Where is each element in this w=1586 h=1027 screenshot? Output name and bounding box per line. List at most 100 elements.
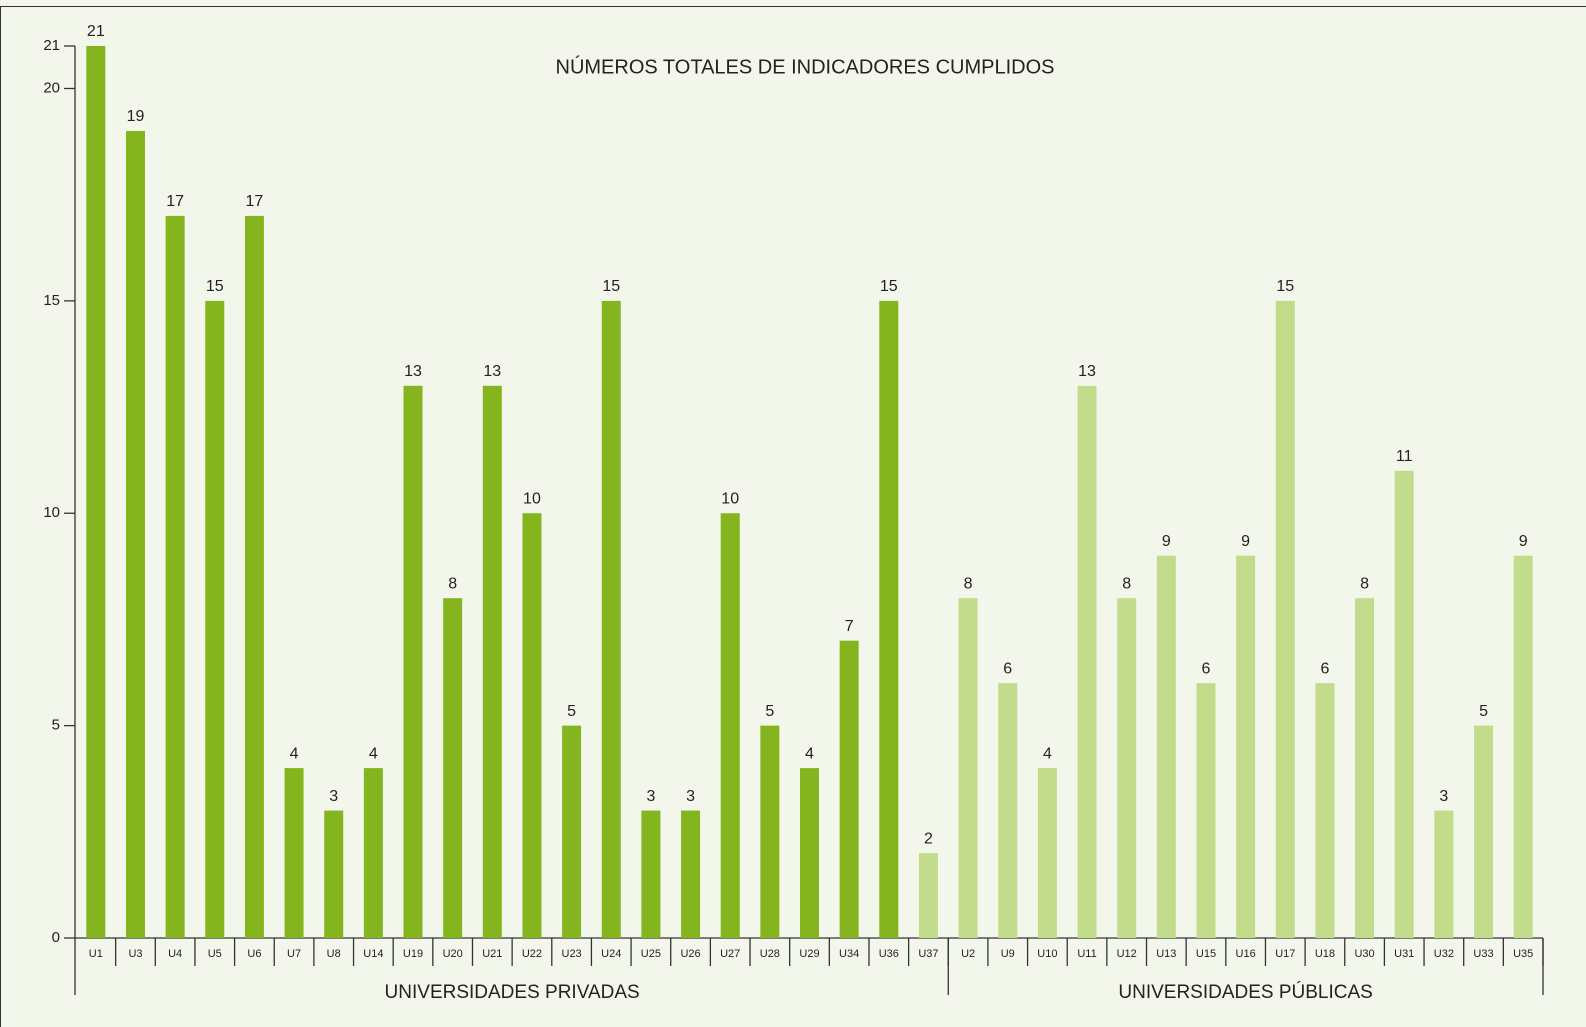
- x-tick-label: U26: [680, 948, 700, 960]
- x-tick-label: U35: [1513, 948, 1533, 960]
- x-tick-label: U30: [1354, 948, 1374, 960]
- value-label: 9: [1519, 533, 1528, 550]
- value-label: 2: [924, 830, 933, 847]
- frame: [0, 6, 1586, 1027]
- value-label: 3: [329, 788, 338, 805]
- x-tick-label: U6: [247, 948, 261, 960]
- value-label: 5: [1479, 703, 1488, 720]
- bar: [562, 725, 582, 938]
- x-tick-label: U19: [403, 948, 423, 960]
- value-label: 4: [369, 745, 378, 762]
- value-label: 4: [1043, 745, 1052, 762]
- bar: [1474, 725, 1494, 938]
- x-tick-label: U2: [961, 948, 975, 960]
- value-label: 15: [880, 278, 898, 295]
- x-tick-label: U12: [1117, 948, 1137, 960]
- bar: [601, 300, 621, 938]
- bar: [681, 810, 701, 938]
- value-label: 15: [602, 278, 620, 295]
- y-tick-label: 5: [52, 717, 60, 734]
- value-label: 6: [1320, 660, 1329, 677]
- bar: [1275, 300, 1295, 938]
- y-tick-label: 20: [43, 79, 60, 96]
- group-label: UNIVERSIDADES PRIVADAS: [385, 982, 640, 1003]
- value-label: 17: [166, 193, 184, 210]
- bar: [1315, 683, 1335, 938]
- x-tick-label: U24: [601, 948, 621, 960]
- bar: [244, 215, 264, 938]
- group-label: UNIVERSIDADES PÚBLICAS: [1118, 981, 1372, 1003]
- bar: [1037, 768, 1057, 938]
- x-tick-label: U10: [1037, 948, 1057, 960]
- bar: [363, 768, 383, 938]
- bar: [839, 640, 859, 938]
- x-tick-label: U28: [760, 948, 780, 960]
- x-tick-label: U21: [482, 948, 502, 960]
- x-tick-label: U1: [89, 948, 103, 960]
- value-label: 8: [448, 575, 457, 592]
- x-tick-label: U31: [1394, 948, 1414, 960]
- y-tick-label: 21: [43, 37, 60, 54]
- value-label: 5: [765, 703, 774, 720]
- bar: [879, 300, 899, 938]
- bar: [918, 853, 938, 938]
- bar: [1394, 470, 1414, 938]
- value-label: 13: [1078, 363, 1096, 380]
- value-label: 3: [1439, 788, 1448, 805]
- x-tick-label: U17: [1275, 948, 1295, 960]
- x-tick-label: U16: [1236, 948, 1256, 960]
- x-tick-label: U36: [879, 948, 899, 960]
- value-label: 5: [567, 703, 576, 720]
- x-tick-label: U25: [641, 948, 661, 960]
- x-tick-label: U13: [1156, 948, 1176, 960]
- bar: [1513, 555, 1533, 938]
- bar: [1434, 810, 1454, 938]
- x-tick-label: U27: [720, 948, 740, 960]
- x-tick-label: U11: [1077, 948, 1096, 960]
- value-label: 4: [805, 745, 814, 762]
- bar: [1236, 555, 1256, 938]
- bar: [522, 513, 542, 938]
- value-label: 11: [1396, 448, 1413, 465]
- y-tick-label: 15: [43, 292, 60, 309]
- value-label: 9: [1162, 533, 1171, 550]
- bar: [1355, 598, 1375, 938]
- x-tick-label: U20: [443, 948, 463, 960]
- y-tick-label: 10: [43, 504, 60, 521]
- value-label: 7: [845, 618, 854, 635]
- bar: [125, 130, 145, 938]
- x-tick-label: U15: [1196, 948, 1216, 960]
- bar: [205, 300, 225, 938]
- bar: [443, 598, 463, 938]
- x-tick-label: U5: [208, 948, 222, 960]
- x-tick-label: U9: [1001, 948, 1015, 960]
- value-label: 6: [1003, 660, 1012, 677]
- value-label: 8: [1122, 575, 1131, 592]
- x-tick-label: U18: [1315, 948, 1335, 960]
- x-tick-label: U14: [363, 948, 383, 960]
- value-label: 10: [721, 490, 739, 507]
- bar: [958, 598, 978, 938]
- bar: [403, 385, 423, 938]
- bar: [720, 513, 740, 938]
- value-label: 17: [246, 193, 264, 210]
- bar: [1117, 598, 1137, 938]
- x-tick-label: U33: [1473, 948, 1493, 960]
- bar: [641, 810, 661, 938]
- bar: [86, 46, 106, 938]
- value-label: 15: [1276, 278, 1294, 295]
- bar: [998, 683, 1018, 938]
- x-tick-label: U8: [327, 948, 341, 960]
- bar: [1156, 555, 1176, 938]
- value-label: 21: [87, 23, 105, 40]
- bar: [800, 768, 819, 938]
- value-label: 4: [290, 745, 299, 762]
- value-label: 13: [404, 363, 422, 380]
- value-label: 3: [646, 788, 655, 805]
- value-label: 8: [964, 575, 973, 592]
- x-tick-label: U32: [1434, 948, 1454, 960]
- x-tick-label: U7: [287, 948, 301, 960]
- bar: [165, 215, 185, 938]
- bar: [324, 810, 344, 938]
